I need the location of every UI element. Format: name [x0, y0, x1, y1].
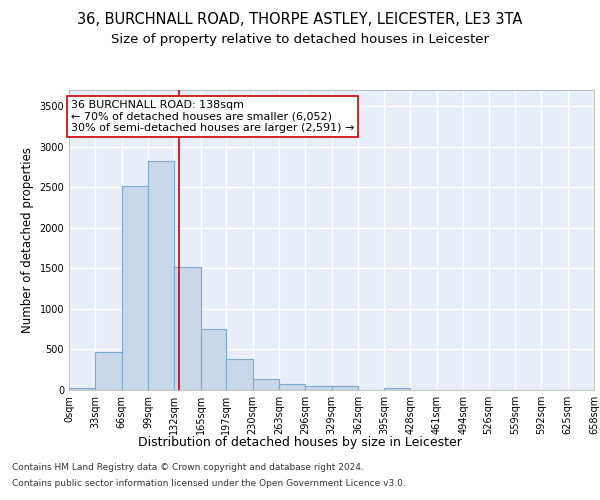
Text: Distribution of detached houses by size in Leicester: Distribution of detached houses by size …: [138, 436, 462, 449]
Text: Contains HM Land Registry data © Crown copyright and database right 2024.: Contains HM Land Registry data © Crown c…: [12, 464, 364, 472]
Text: 36 BURCHNALL ROAD: 138sqm
← 70% of detached houses are smaller (6,052)
30% of se: 36 BURCHNALL ROAD: 138sqm ← 70% of detac…: [71, 100, 354, 133]
Bar: [95, 352, 122, 390]
Bar: [122, 186, 148, 390]
Bar: [253, 378, 279, 390]
Bar: [175, 267, 200, 390]
Bar: [200, 329, 226, 390]
Bar: [305, 386, 331, 390]
Y-axis label: Number of detached properties: Number of detached properties: [21, 147, 34, 333]
Text: Contains public sector information licensed under the Open Government Licence v3: Contains public sector information licen…: [12, 478, 406, 488]
Bar: [279, 384, 305, 390]
Bar: [69, 388, 95, 390]
Bar: [384, 388, 410, 390]
Text: 36, BURCHNALL ROAD, THORPE ASTLEY, LEICESTER, LE3 3TA: 36, BURCHNALL ROAD, THORPE ASTLEY, LEICE…: [77, 12, 523, 28]
Bar: [331, 386, 358, 390]
Bar: [148, 162, 175, 390]
Text: Size of property relative to detached houses in Leicester: Size of property relative to detached ho…: [111, 32, 489, 46]
Bar: [226, 359, 253, 390]
